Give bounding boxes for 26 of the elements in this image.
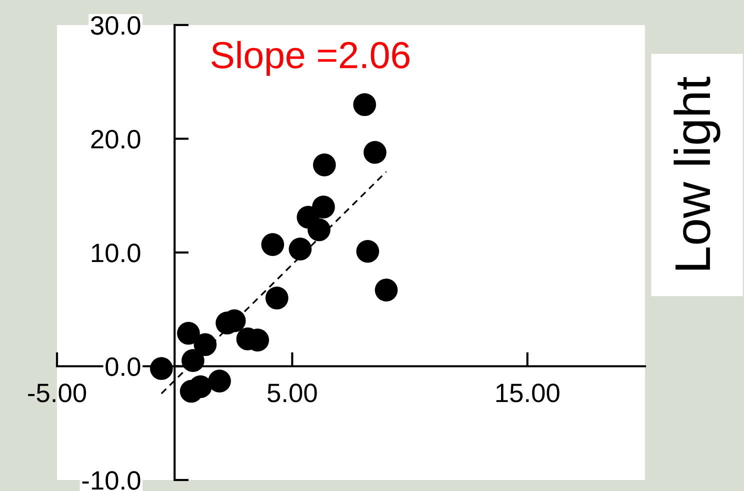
point [356, 240, 380, 263]
text: Low light [674, 76, 720, 270]
point [194, 333, 217, 356]
x-tick-label: -5.00 [28, 384, 86, 402]
point [312, 196, 335, 218]
point [313, 154, 336, 176]
point [189, 375, 212, 398]
point [182, 349, 204, 372]
y-tick-label: -10.0 [82, 471, 140, 490]
y-tick-label: 20.0 [91, 130, 140, 149]
y-tick-label: 10.0 [92, 244, 140, 262]
point [150, 357, 173, 380]
point [364, 140, 386, 164]
point [208, 370, 231, 392]
y-tick-label: 0.0 [106, 357, 140, 376]
annotation: Slope =2.06 [212, 40, 410, 76]
x-tick-label: 15.00 [496, 384, 560, 402]
x-tick-label: 5.00 [268, 384, 317, 402]
y-tick-label: 30.0 [90, 16, 140, 35]
point [266, 286, 288, 310]
point [288, 238, 312, 260]
point [308, 218, 330, 242]
point [353, 93, 376, 116]
point [177, 322, 200, 345]
point [374, 278, 398, 302]
point [261, 233, 284, 256]
